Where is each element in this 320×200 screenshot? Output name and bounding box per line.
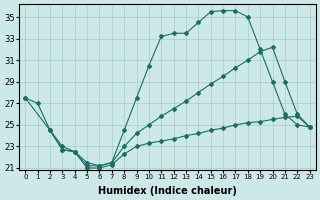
X-axis label: Humidex (Indice chaleur): Humidex (Indice chaleur) — [98, 186, 237, 196]
